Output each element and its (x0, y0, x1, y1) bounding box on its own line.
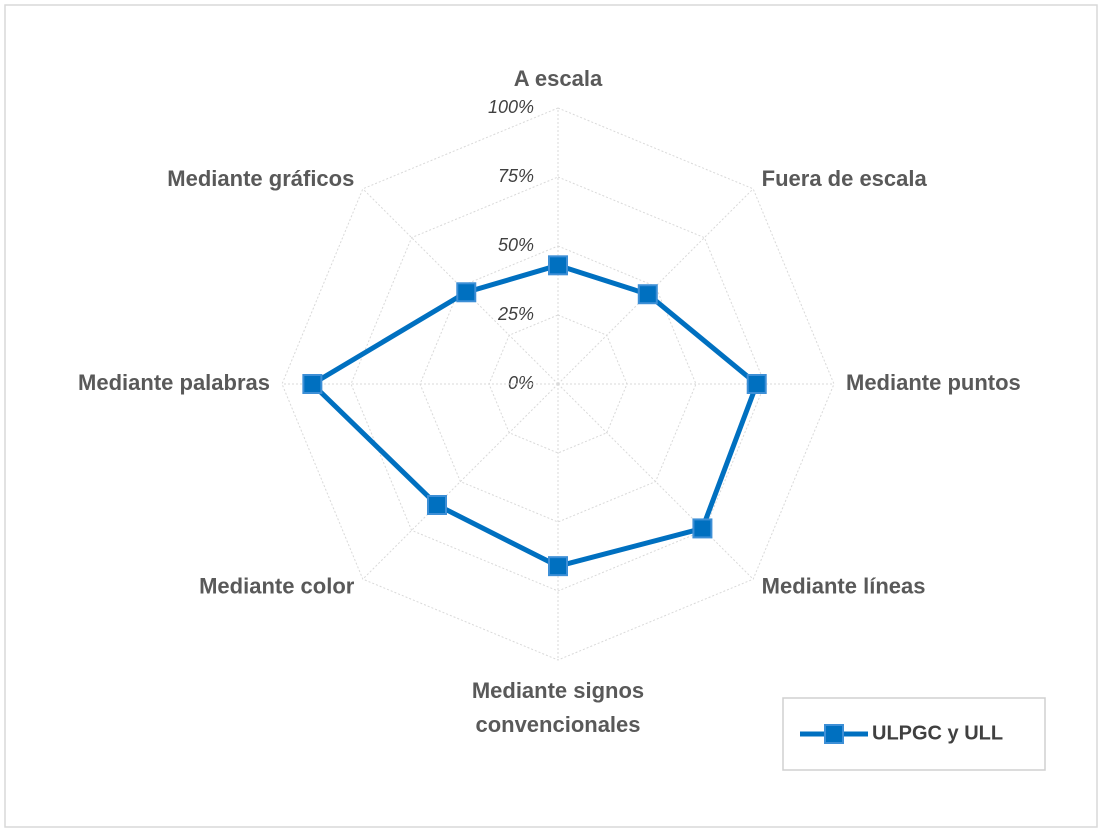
y-tick-label: 100% (488, 97, 534, 117)
category-label: Mediante palabras (78, 370, 270, 395)
category-label: Mediante puntos (846, 370, 1021, 395)
spoke (362, 383, 559, 580)
marker (548, 556, 568, 577)
grid-ring (488, 314, 628, 454)
spoke (557, 383, 754, 580)
y-tick-label: 50% (498, 235, 534, 255)
grid-ring (281, 107, 835, 661)
y-tick-label: 0% (508, 373, 534, 393)
marker (426, 495, 447, 516)
legend-label: ULPGC y ULL (872, 722, 1003, 744)
marker (637, 284, 658, 305)
category-label: Mediante signos convencionales (472, 678, 644, 737)
marker (302, 374, 323, 394)
grid-ring (419, 245, 697, 523)
category-label: A escala (514, 66, 603, 91)
y-tick-label: 75% (498, 166, 534, 186)
category-label: Fuera de escala (762, 166, 928, 191)
marker (456, 282, 477, 303)
chart-border (4, 4, 1098, 828)
y-tick-label: 25% (497, 304, 534, 324)
legend-marker (824, 724, 844, 744)
marker (692, 518, 713, 539)
spoke (557, 188, 754, 385)
category-label: Mediante color (199, 573, 355, 598)
category-label: Mediante gráficos (167, 166, 354, 191)
grid-ring (350, 176, 766, 592)
marker (548, 255, 568, 276)
category-label: Mediante líneas (762, 573, 926, 598)
marker (746, 374, 767, 394)
